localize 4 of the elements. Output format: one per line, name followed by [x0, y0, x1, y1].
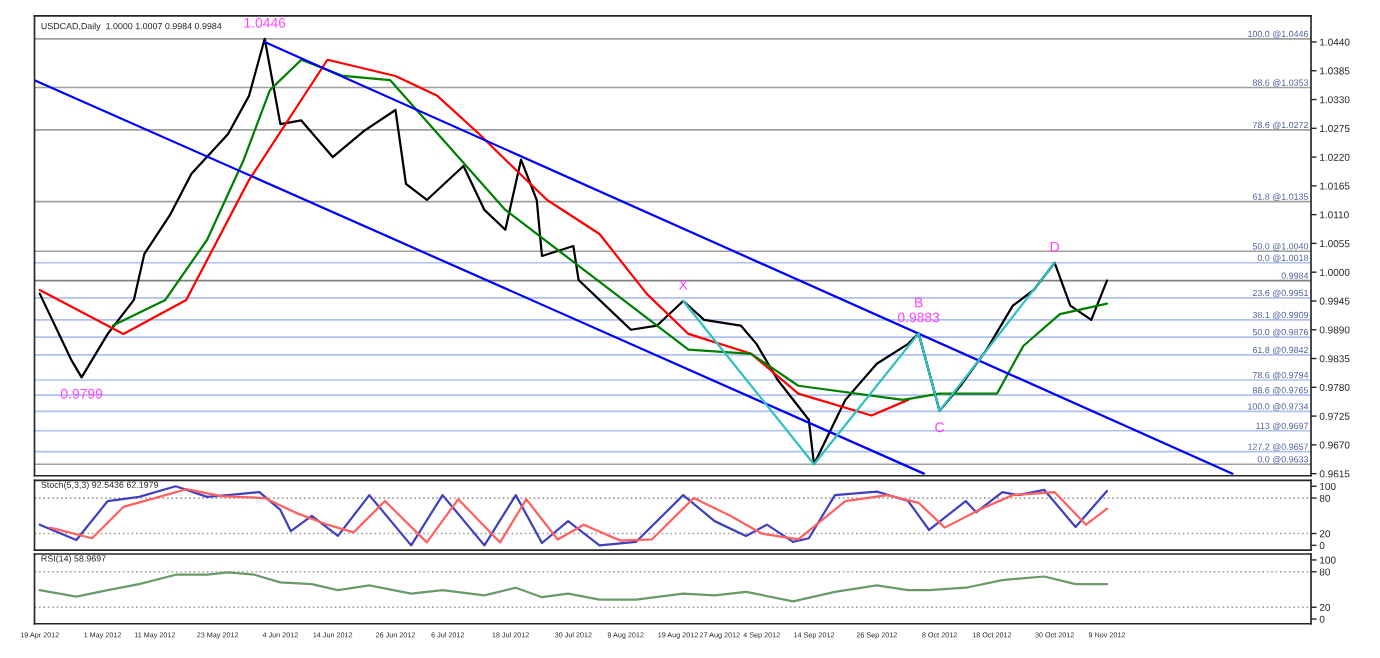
- line-series: [38, 37, 1109, 466]
- line-series: [111, 58, 1109, 401]
- line-series: [682, 261, 1056, 466]
- line-series: [38, 571, 1109, 603]
